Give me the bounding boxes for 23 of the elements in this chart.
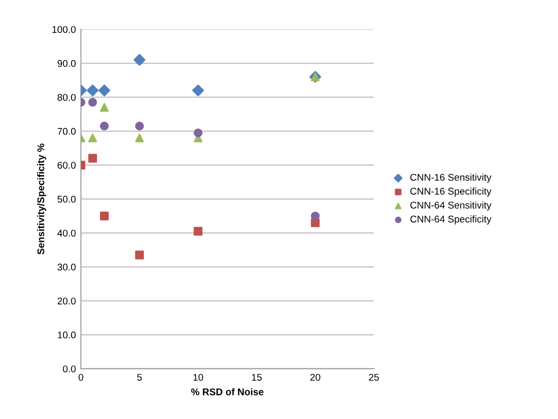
x-tick-label: 20 [310, 374, 320, 381]
y-axis-title: Sensitivity/Specificity % [37, 144, 46, 254]
x-tick-label: 5 [137, 374, 142, 381]
y-tick-label: 90.0 [58, 60, 76, 67]
y-tick-label: 70.0 [58, 128, 76, 135]
x-tick-label: 25 [368, 374, 379, 381]
y-tick-label: 60.0 [58, 162, 76, 169]
y-tick-label: 50.0 [58, 196, 76, 203]
x-tick-label: 15 [252, 374, 262, 381]
y-tick-label: 10.0 [58, 332, 76, 338]
y-tick-label: 80.0 [58, 94, 76, 101]
x-tick-label: 10 [193, 374, 204, 381]
y-tick-label: 20.0 [58, 298, 76, 304]
y-tick-label: 40.0 [57, 230, 76, 237]
legend-label: CNN-16 Sensitivity [410, 174, 492, 183]
legend-label: CNN-64 Specificity [410, 215, 492, 224]
x-axis-title: % RSD of Noise [191, 388, 264, 396]
legend-label: CNN-64 Sensitivity [410, 201, 492, 211]
x-tick-label: 0 [78, 374, 84, 381]
y-tick-label: 30.0 [58, 264, 76, 271]
y-tick-label: 100.0 [52, 26, 76, 33]
y-tick-label: 0.0 [62, 365, 76, 372]
legend-label: CNN-16 Specificity [410, 188, 492, 197]
